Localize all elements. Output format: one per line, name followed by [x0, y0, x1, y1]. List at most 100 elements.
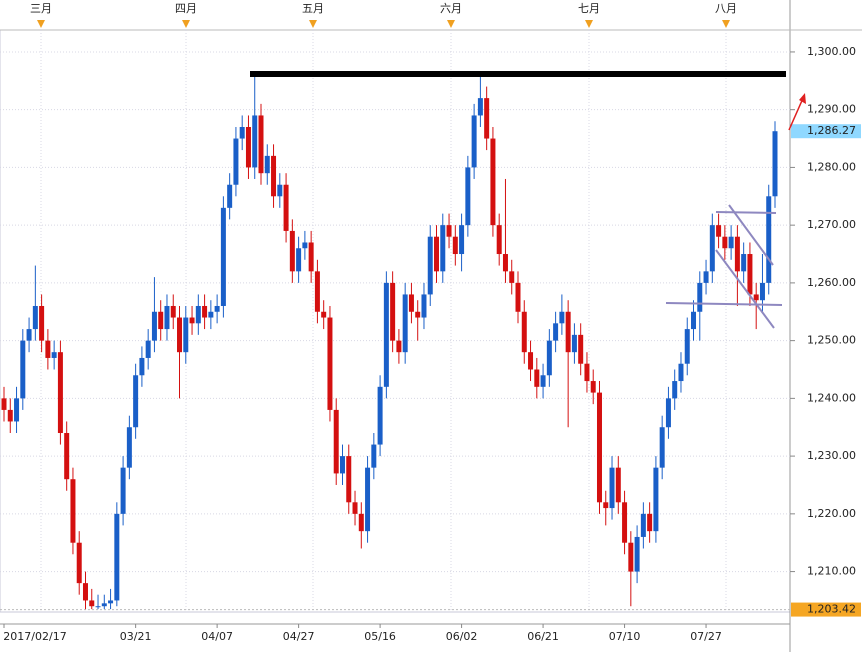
candle-body: [214, 305, 220, 312]
last-price-label: 1,286.27: [807, 124, 856, 137]
candle-body: [202, 305, 208, 318]
candle-body: [26, 329, 32, 341]
candle-body: [32, 305, 38, 330]
candle-body: [170, 305, 176, 318]
candle-body: [264, 155, 270, 174]
candle-body: [703, 271, 709, 283]
candle-body: [1, 398, 7, 410]
candle-body: [709, 225, 715, 272]
candle-body: [365, 467, 371, 532]
candle-body: [408, 294, 414, 312]
candle-body: [227, 184, 233, 208]
trend-line: [728, 204, 774, 266]
candle-body: [484, 98, 490, 139]
candle-body: [321, 311, 327, 318]
candle-body: [546, 340, 552, 376]
candle-body: [177, 317, 183, 353]
candle-body: [659, 427, 665, 468]
candle-body: [528, 352, 534, 370]
candle-body: [672, 381, 678, 399]
month-label: 五月: [302, 2, 324, 15]
month-label: 八月: [715, 2, 737, 15]
arrow: [788, 95, 805, 131]
candle-body: [51, 352, 57, 358]
candle-body: [759, 282, 765, 301]
candle-body: [578, 334, 584, 364]
month-marker: [37, 20, 45, 28]
candle-body: [502, 254, 508, 272]
candle-body: [7, 409, 13, 422]
month-label: 七月: [578, 2, 600, 15]
candle-body: [252, 115, 258, 168]
y-tick-label: 1,270.00: [807, 218, 856, 231]
candle-body: [434, 236, 440, 272]
candle-body: [691, 311, 697, 330]
candle-body: [734, 236, 740, 272]
candle-body: [76, 542, 82, 584]
candle-body: [521, 311, 527, 353]
candle-body: [603, 502, 609, 509]
y-tick-label: 1,290.00: [807, 103, 856, 116]
candle-body: [158, 311, 164, 330]
candle-body: [415, 311, 421, 318]
month-marker: [722, 20, 730, 28]
y-tick-label: 1,250.00: [807, 334, 856, 347]
candle-body: [271, 155, 277, 197]
candle-body: [741, 254, 747, 272]
month-marker: [182, 20, 190, 28]
candle-body: [189, 317, 195, 324]
y-tick-label: 1,220.00: [807, 507, 856, 520]
candle-body: [89, 600, 95, 607]
candle-body: [553, 323, 559, 341]
candle-body: [421, 294, 427, 318]
last-price-box: [791, 124, 861, 139]
x-tick-label: 07/10: [609, 630, 641, 643]
y-tick-label: 1,240.00: [807, 391, 856, 404]
x-tick-label: 05/16: [364, 630, 396, 643]
candle-body: [465, 167, 471, 226]
candle-body: [628, 542, 634, 572]
x-tick-label: 06/02: [446, 630, 478, 643]
low-price-box: [791, 602, 861, 617]
candle-body: [277, 184, 283, 197]
candle-body: [339, 456, 345, 474]
candle-body: [534, 369, 540, 387]
candle-body: [747, 254, 753, 295]
candle-body: [609, 467, 615, 509]
candle-body: [114, 513, 120, 601]
candle-body: [296, 248, 302, 272]
candle-body: [101, 603, 107, 607]
candle-body: [515, 282, 521, 312]
candle-body: [95, 606, 101, 608]
candle-body: [45, 340, 51, 358]
candle-body: [665, 398, 671, 428]
candle-body: [383, 282, 389, 387]
month-label: 六月: [440, 2, 462, 15]
candle-body: [145, 340, 151, 358]
candle-body: [289, 230, 295, 272]
candle-body: [584, 363, 590, 382]
candle-body: [239, 127, 245, 139]
candle-body: [772, 131, 778, 197]
x-tick-label: 04/27: [283, 630, 315, 643]
y-tick-label: 1,260.00: [807, 276, 856, 289]
candle-body: [82, 583, 88, 601]
candle-body: [728, 236, 734, 249]
candle-body: [195, 305, 201, 324]
candle-body: [459, 225, 465, 255]
candle-body: [39, 305, 45, 341]
trend-line: [715, 249, 775, 329]
candle-body: [509, 271, 515, 283]
month-marker: [447, 20, 455, 28]
candle-body: [753, 294, 759, 301]
candle-body: [308, 242, 314, 272]
candle-body: [571, 334, 577, 353]
candle-body: [151, 311, 157, 341]
candle-body: [64, 433, 70, 480]
candle-body: [108, 600, 114, 604]
candle-body: [596, 392, 602, 503]
candle-body: [70, 479, 76, 543]
candle-body: [402, 294, 408, 353]
candle-body: [540, 375, 546, 387]
